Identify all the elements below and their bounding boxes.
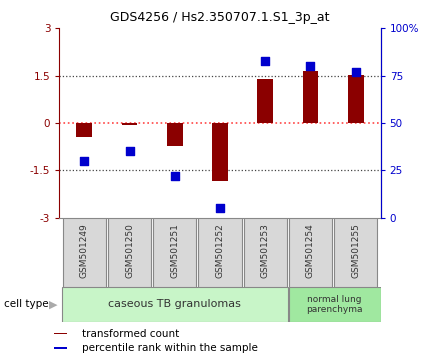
Text: caseous TB granulomas: caseous TB granulomas xyxy=(108,299,241,309)
Bar xyxy=(303,71,319,123)
Text: ▶: ▶ xyxy=(49,299,58,309)
Point xyxy=(307,63,314,69)
Text: normal lung
parenchyma: normal lung parenchyma xyxy=(306,295,363,314)
Bar xyxy=(108,218,151,287)
Point xyxy=(262,58,269,63)
Text: GSM501249: GSM501249 xyxy=(80,223,89,278)
Bar xyxy=(77,123,92,137)
Text: GSM501254: GSM501254 xyxy=(306,223,315,278)
Bar xyxy=(289,218,332,287)
Bar xyxy=(198,218,242,287)
Text: GSM501255: GSM501255 xyxy=(351,223,360,278)
Point xyxy=(171,173,178,179)
Point xyxy=(126,149,133,154)
Bar xyxy=(54,333,67,335)
Bar xyxy=(62,287,288,322)
Bar xyxy=(348,75,363,123)
Bar xyxy=(212,123,228,181)
Point xyxy=(81,158,88,164)
Bar xyxy=(243,218,287,287)
Text: GSM501252: GSM501252 xyxy=(216,223,224,278)
Text: transformed count: transformed count xyxy=(82,329,179,339)
Text: GSM501250: GSM501250 xyxy=(125,223,134,278)
Text: GSM501253: GSM501253 xyxy=(261,223,270,278)
Text: GSM501251: GSM501251 xyxy=(170,223,179,278)
Bar xyxy=(121,123,137,125)
Point xyxy=(216,205,224,211)
Bar xyxy=(257,79,273,123)
Text: percentile rank within the sample: percentile rank within the sample xyxy=(82,343,258,353)
Bar xyxy=(167,123,183,146)
Bar xyxy=(289,287,381,322)
Text: GDS4256 / Hs2.350707.1.S1_3p_at: GDS4256 / Hs2.350707.1.S1_3p_at xyxy=(110,11,330,24)
Bar xyxy=(54,347,67,349)
Bar xyxy=(334,218,378,287)
Text: cell type: cell type xyxy=(4,299,49,309)
Point xyxy=(352,69,359,75)
Bar xyxy=(153,218,197,287)
Bar xyxy=(62,218,106,287)
